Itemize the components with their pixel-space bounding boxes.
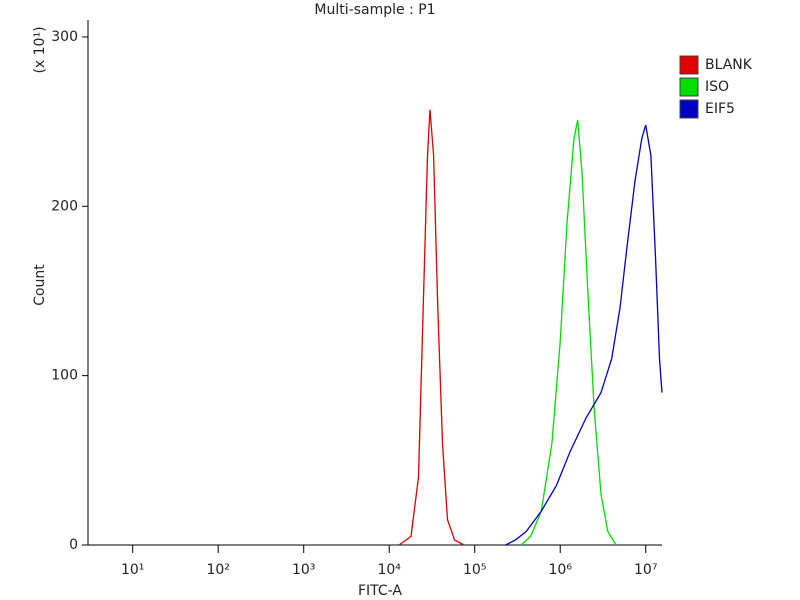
x-tick-label: 10¹: [121, 562, 144, 578]
legend-swatch: [679, 99, 699, 119]
legend-label: EIF5: [705, 101, 735, 117]
y-tick-label: 0: [69, 537, 78, 553]
legend-label: ISO: [705, 79, 729, 95]
series-line: [505, 124, 663, 546]
x-axis-label: FITC-A: [358, 583, 402, 599]
series-line: [398, 109, 465, 546]
chart-title: Multi-sample : P1: [314, 2, 435, 18]
x-tick-label: 10⁷: [634, 562, 657, 578]
x-tick-label: 10³: [292, 562, 315, 578]
x-tick-label: 10⁴: [377, 562, 401, 578]
y-tick-label: 100: [51, 368, 78, 384]
x-tick-label: 10²: [206, 562, 229, 578]
x-tick-label: 10⁵: [463, 562, 486, 578]
y-axis-label: Count: [32, 264, 48, 306]
legend-label: BLANK: [705, 57, 753, 73]
legend-swatch: [679, 77, 699, 97]
y-tick-label: 200: [51, 198, 78, 214]
series-line: [520, 119, 617, 546]
x-tick-label: 10⁶: [549, 562, 573, 578]
y-multiplier: (x 10¹): [32, 26, 48, 73]
legend-swatch: [679, 55, 699, 75]
y-tick-label: 300: [51, 29, 78, 45]
